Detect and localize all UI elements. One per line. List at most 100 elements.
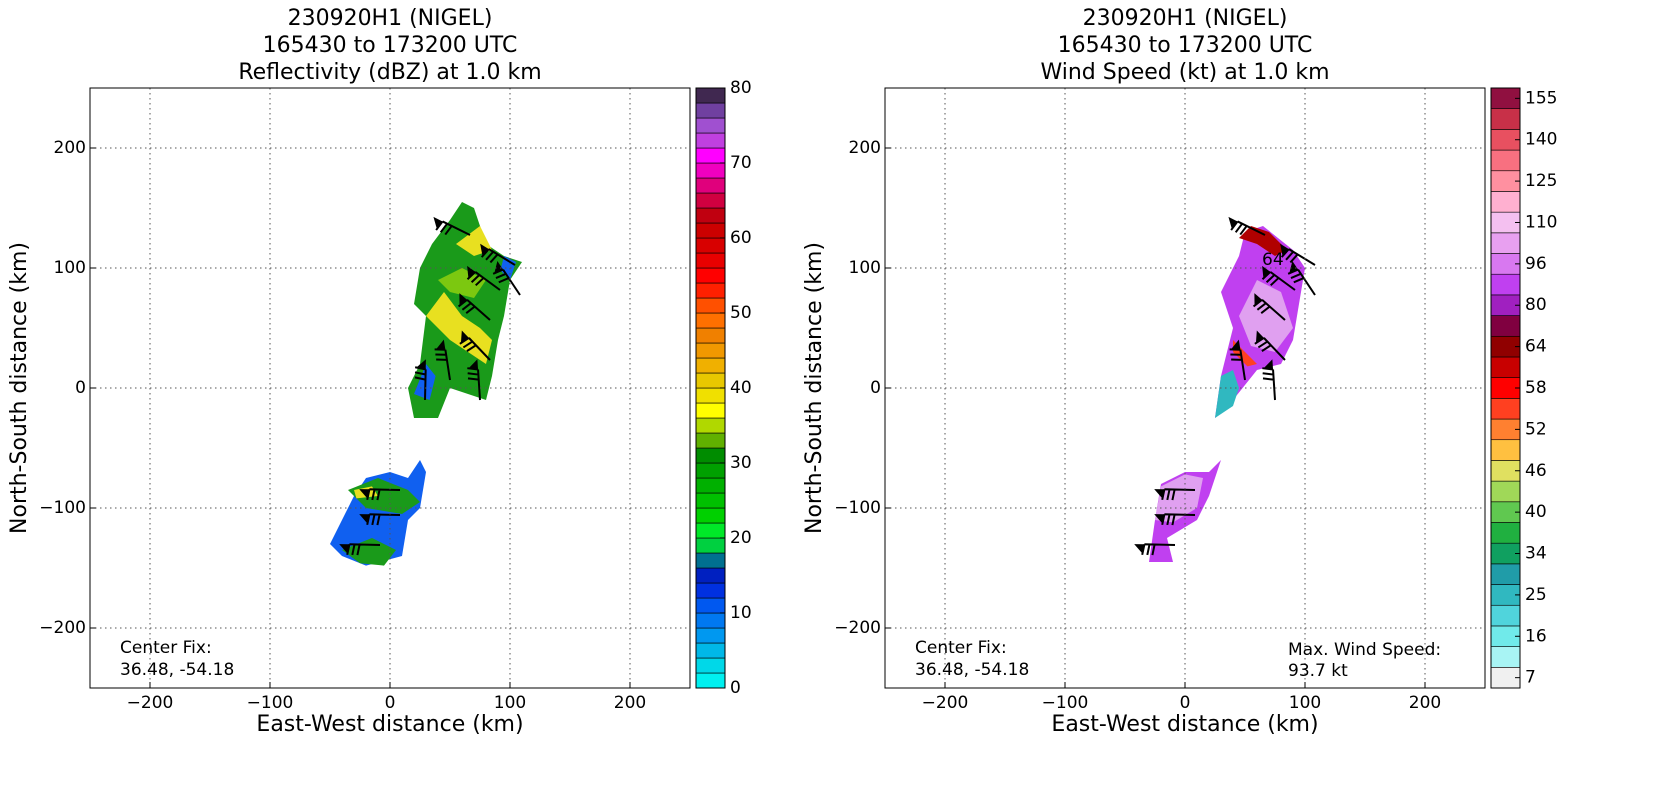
colorbar-band: [695, 642, 726, 659]
x-tick-label: 200: [614, 693, 646, 713]
y-tick-label: 0: [75, 378, 86, 398]
x-tick-label: −100: [1042, 693, 1089, 713]
colorbar-band: [695, 207, 726, 224]
chart-title: Reflectivity (dBZ) at 1.0 km: [238, 60, 541, 85]
colorbar-band: [695, 252, 726, 269]
colorbar-band: [1490, 191, 1521, 213]
colorbar-band: [695, 567, 726, 584]
colorbar-band: [695, 582, 726, 599]
y-tick-label: 100: [849, 258, 881, 278]
colorbar-band: [695, 672, 726, 689]
y-tick-label: −200: [39, 618, 86, 638]
colorbar-band: [695, 267, 726, 284]
echo-right: [1149, 226, 1305, 562]
colorbar-band: [695, 627, 726, 644]
x-tick-label: 100: [1289, 693, 1321, 713]
colorbar-band: [1490, 108, 1521, 130]
colorbar-tick-label: 20: [730, 528, 752, 548]
colorbar-band: [1490, 356, 1521, 378]
colorbar-tick-label: 58: [1525, 378, 1547, 398]
colorbar-tick-label: 140: [1525, 130, 1557, 150]
x-tick-label: −200: [127, 693, 174, 713]
colorbar-band: [695, 387, 726, 404]
x-tick-label: 0: [1180, 693, 1191, 713]
colorbar-tick-label: 34: [1525, 544, 1547, 564]
colorbar-tick-label: 50: [730, 303, 752, 323]
colorbar-band: [695, 327, 726, 344]
y-tick-label: −200: [834, 618, 881, 638]
chart-title: 165430 to 173200 UTC: [263, 33, 518, 58]
colorbar-tick-label: 96: [1525, 254, 1547, 274]
colorbar-band: [695, 507, 726, 524]
colorbar-tick-label: 110: [1525, 212, 1557, 232]
chart-title: Wind Speed (kt) at 1.0 km: [1040, 60, 1329, 85]
colorbar-tick-label: 10: [730, 603, 752, 623]
colorbar-band: [695, 87, 726, 104]
colorbar-band: [695, 402, 726, 419]
colorbar-band: [695, 372, 726, 389]
colorbar-band: [695, 342, 726, 359]
y-axis-label: North-South distance (km): [802, 242, 827, 534]
colorbar-band: [695, 237, 726, 254]
colorbar-band: [695, 462, 726, 479]
colorbar-tick-label: 80: [730, 78, 752, 98]
colorbar-tick-label: 80: [1525, 295, 1547, 315]
colorbar-band: [1490, 439, 1521, 461]
colorbar-band: [695, 432, 726, 449]
colorbar-band: [695, 297, 726, 314]
y-axis-label: North-South distance (km): [7, 242, 32, 534]
colorbar-band: [695, 492, 726, 509]
x-tick-label: 100: [494, 693, 526, 713]
colorbar-band: [1490, 522, 1521, 544]
colorbar-tick-label: 30: [730, 453, 752, 473]
colorbar-tick-label: 7: [1525, 668, 1536, 688]
colorbar-band: [695, 447, 726, 464]
colorbar-band: [695, 312, 726, 329]
colorbar-band: [1490, 646, 1521, 668]
colorbar-tick-label: 0: [730, 678, 741, 698]
center-fix: Center Fix:: [120, 638, 212, 658]
max-wind: 93.7 kt: [1288, 661, 1348, 681]
colorbar-band: [1490, 273, 1521, 296]
colorbar-tick-label: 16: [1525, 626, 1547, 646]
colorbar-band: [695, 162, 726, 179]
colorbar-band: [1490, 315, 1521, 337]
colorbar-tick-label: 40: [730, 378, 752, 398]
echo-left: [330, 202, 522, 566]
colorbar-tick-label: 40: [1525, 502, 1547, 522]
colorbar-band: [1490, 604, 1521, 627]
y-tick-label: 0: [870, 378, 881, 398]
x-axis-label: East-West distance (km): [1051, 712, 1318, 737]
colorbar-band: [695, 147, 726, 164]
chart-title: 165430 to 173200 UTC: [1058, 33, 1313, 58]
colorbar-band: [1490, 563, 1521, 585]
colorbar-band: [1490, 149, 1521, 172]
plot-frame: [89, 87, 691, 689]
colorbar-band: [1490, 232, 1521, 254]
colorbar-band: [695, 282, 726, 299]
colorbar-tick-label: 70: [730, 153, 752, 173]
colorbar-band: [695, 657, 726, 674]
colorbar-band: [695, 132, 726, 149]
colorbar-band: [1490, 398, 1521, 420]
colorbar-tick-label: 64: [1525, 337, 1547, 357]
colorbar-band: [695, 102, 726, 119]
x-tick-label: 200: [1409, 693, 1441, 713]
plot-frame: [884, 87, 1486, 689]
colorbar-band: [695, 552, 726, 569]
colorbar-tick-label: 25: [1525, 585, 1547, 605]
colorbar-band: [695, 192, 726, 209]
contour-label: 64: [1262, 250, 1284, 270]
center-fix: 36.48, -54.18: [120, 660, 234, 680]
y-tick-label: 100: [54, 258, 86, 278]
colorbar-band: [1490, 480, 1521, 503]
x-axis-label: East-West distance (km): [256, 712, 523, 737]
max-wind: Max. Wind Speed:: [1288, 640, 1441, 660]
colorbar-band: [695, 612, 726, 629]
colorbar-band: [695, 477, 726, 494]
x-tick-label: 0: [385, 693, 396, 713]
center-fix: 36.48, -54.18: [915, 660, 1029, 680]
colorbar-band: [695, 117, 726, 134]
colorbar-tick-label: 46: [1525, 461, 1547, 481]
